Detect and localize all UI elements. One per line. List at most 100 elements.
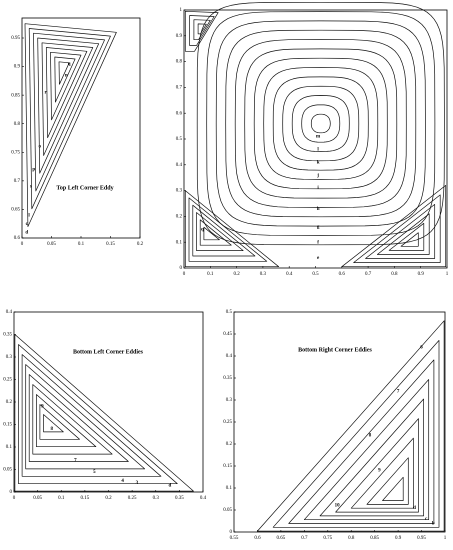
streamline <box>253 57 388 190</box>
contour-label: n <box>65 73 68 78</box>
y-tick-label: 0.9 <box>14 65 21 70</box>
y-tick-label: 0.15 <box>3 423 12 428</box>
streamline <box>257 320 445 532</box>
x-tick-label: 0.15 <box>81 496 90 501</box>
x-tick-label: 0.7 <box>365 272 372 277</box>
streamline <box>189 15 215 46</box>
contour-label: 6 <box>420 345 423 350</box>
streamline <box>263 67 379 180</box>
y-tick-label: 1 <box>180 8 183 13</box>
y-tick-label: 0.35 <box>3 333 12 338</box>
y-tick-label: 0.3 <box>6 355 13 360</box>
x-tick-label: 0.5 <box>312 272 319 277</box>
y-tick-label: 0.6 <box>14 236 21 241</box>
streamline <box>272 76 369 171</box>
streamline <box>18 344 178 485</box>
y-tick-label: 0.85 <box>11 93 20 98</box>
contour-label: o <box>38 145 41 150</box>
contour-label: d <box>413 506 416 511</box>
y-tick-label: 0.2 <box>226 442 233 447</box>
y-tick-label: 0.25 <box>3 378 12 383</box>
x-tick-label: 0 <box>183 272 186 277</box>
streamline <box>33 32 105 192</box>
contour-label: 7 <box>74 459 77 464</box>
y-tick-label: 0.2 <box>6 400 13 405</box>
contour-label: 8 <box>51 427 54 432</box>
x-tick-label: 0.9 <box>418 272 425 277</box>
x-tick-label: 0.3 <box>153 496 160 501</box>
y-tick-label: 0.1 <box>226 486 233 491</box>
streamline <box>288 359 435 524</box>
streamline <box>21 354 162 477</box>
streamline <box>382 476 404 501</box>
x-tick-label: 0.15 <box>106 242 115 247</box>
x-tick-label: 0.05 <box>47 242 56 247</box>
streamline <box>58 61 70 85</box>
streamline <box>282 85 360 162</box>
x-tick-label: 0.05 <box>33 496 42 501</box>
streamline <box>28 374 129 462</box>
y-tick-label: 0.45 <box>223 332 232 337</box>
streamline <box>32 384 113 455</box>
x-tick-label: 0.75 <box>323 536 332 541</box>
y-tick-label: 0.9 <box>176 34 183 39</box>
streamline <box>366 457 409 505</box>
streamline <box>335 418 419 513</box>
contour-label: 9 <box>378 469 381 474</box>
streamline <box>37 37 100 174</box>
contour-label: c <box>26 222 29 227</box>
x-tick-label: 0.6 <box>339 272 346 277</box>
x-tick-label: 0.85 <box>370 536 379 541</box>
panel-title: Top Left Corner Eddy <box>56 185 113 191</box>
streamline <box>400 232 419 247</box>
y-tick-label: 0 <box>230 530 233 535</box>
streamline <box>388 222 425 251</box>
y-tick-label: 0.6 <box>176 111 183 116</box>
y-tick-label: 0.4 <box>176 163 183 168</box>
streamline <box>36 394 97 448</box>
contour-label: 9 <box>41 405 44 410</box>
streamline <box>341 185 447 268</box>
x-tick-label: 1 <box>444 536 447 541</box>
contour-label: 5 <box>93 470 96 475</box>
streamline <box>184 10 219 52</box>
x-tick-label: 0.25 <box>128 496 137 501</box>
y-tick-label: 0.5 <box>226 310 233 315</box>
y-tick-label: 0.4 <box>226 354 233 359</box>
x-tick-label: 0.1 <box>207 272 214 277</box>
x-tick-label: 0.8 <box>348 536 355 541</box>
streamline <box>215 20 426 227</box>
contour-label: 4 <box>121 479 124 484</box>
streamline <box>376 213 430 255</box>
streamline <box>41 42 94 156</box>
streamline <box>301 104 341 143</box>
x-tick-label: 0.95 <box>417 536 426 541</box>
contour-label: l <box>28 213 30 218</box>
streamline <box>244 48 398 199</box>
y-tick-label: 0.7 <box>14 179 21 184</box>
x-tick-label: 0.2 <box>137 242 144 247</box>
y-tick-label: 0.65 <box>11 208 20 213</box>
contour-label: k <box>317 160 320 165</box>
y-tick-label: 0.8 <box>14 122 21 127</box>
contour-label: q <box>68 62 71 67</box>
contour-label: p <box>32 168 35 173</box>
y-tick-label: 0.15 <box>223 464 232 469</box>
contour-label: i <box>317 186 319 191</box>
contour-label: b <box>432 521 435 526</box>
axes-box <box>13 311 204 493</box>
panel-title: Bottom Right Corner Eddies <box>298 347 372 353</box>
streamline <box>192 204 256 257</box>
streamline <box>193 19 211 41</box>
contour-label: h <box>317 207 320 212</box>
y-tick-label: 0 <box>180 266 183 271</box>
streamline <box>196 1 445 246</box>
streamline <box>54 56 76 103</box>
x-tick-label: 0 <box>13 496 16 501</box>
streamline <box>310 113 331 134</box>
streamline <box>28 28 111 210</box>
x-tick-label: 0.8 <box>391 272 398 277</box>
streamline <box>234 39 407 208</box>
y-tick-label: 0.3 <box>176 189 183 194</box>
